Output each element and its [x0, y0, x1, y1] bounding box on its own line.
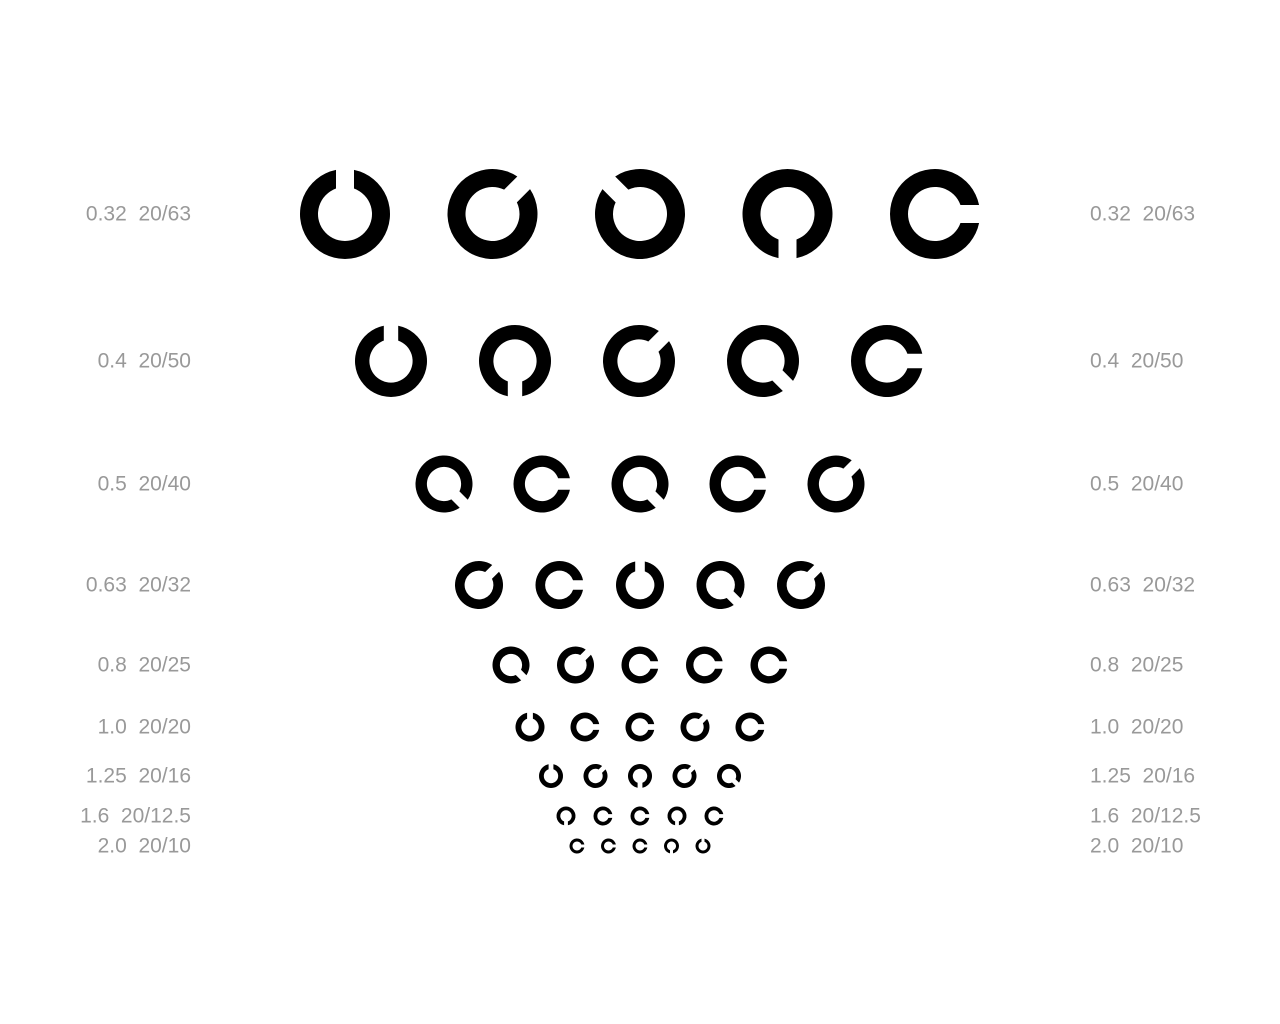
optotype-row — [492, 646, 788, 684]
landolt-c-optotype — [535, 561, 584, 609]
landolt-c-optotype — [447, 169, 538, 259]
landolt-c-optotype — [667, 806, 687, 826]
landolt-c-optotype — [415, 455, 473, 513]
landolt-c-optotype — [695, 838, 711, 854]
landolt-c-optotype — [685, 646, 723, 684]
landolt-c-optotype — [515, 712, 545, 742]
acuity-label-right: 1.6 20/12.5 — [1090, 804, 1201, 828]
optotype-row — [515, 712, 765, 742]
acuity-label-right: 0.63 20/32 — [1090, 573, 1196, 597]
acuity-label-left: 1.0 20/20 — [97, 715, 191, 739]
landolt-c-optotype — [621, 646, 659, 684]
acuity-label-right: 0.5 20/40 — [1090, 472, 1184, 496]
acuity-label-right: 0.4 20/50 — [1090, 349, 1184, 373]
optotype-row — [569, 838, 711, 854]
landolt-c-optotype — [355, 325, 427, 397]
landolt-c-optotype — [890, 169, 980, 259]
optotype-row — [539, 764, 741, 788]
landolt-c-optotype — [593, 806, 613, 826]
landolt-c-optotype — [625, 712, 655, 742]
landolt-c-optotype — [300, 169, 390, 259]
landolt-c-optotype — [709, 455, 766, 513]
acuity-label-left: 1.25 20/16 — [85, 764, 191, 788]
landolt-c-optotype — [735, 712, 765, 742]
optotype-row — [355, 325, 923, 397]
landolt-c-optotype — [750, 646, 788, 684]
acuity-label-left: 0.32 20/63 — [85, 202, 191, 226]
landolt-c-optotype — [727, 325, 799, 397]
landolt-c-optotype — [583, 764, 608, 788]
landolt-c-optotype — [455, 561, 503, 609]
landolt-c-optotype — [680, 712, 710, 742]
acuity-label-left: 0.5 20/40 — [97, 472, 191, 496]
landolt-c-optotype — [704, 806, 724, 826]
landolt-c-optotype — [611, 455, 669, 513]
landolt-c-optotype — [632, 838, 648, 854]
optotype-row — [455, 561, 825, 609]
landolt-c-optotype — [717, 764, 741, 788]
landolt-c-optotype — [696, 561, 745, 609]
landolt-c-optotype — [569, 838, 585, 854]
landolt-c-optotype — [807, 455, 865, 513]
landolt-c-optotype — [777, 561, 825, 609]
acuity-label-left: 2.0 20/10 — [97, 834, 191, 858]
landolt-c-optotype — [513, 455, 570, 513]
acuity-label-left: 0.63 20/32 — [85, 573, 191, 597]
acuity-label-right: 0.8 20/25 — [1090, 653, 1184, 677]
acuity-label-left: 1.6 20/12.5 — [80, 804, 191, 828]
landolt-c-optotype — [851, 325, 923, 397]
optotype-row — [300, 169, 980, 259]
acuity-label-left: 0.8 20/25 — [97, 653, 191, 677]
landolt-c-optotype — [603, 325, 675, 397]
landolt-c-optotype — [616, 561, 664, 609]
landolt-c-optotype — [742, 169, 833, 259]
landolt-c-optotype — [539, 764, 563, 788]
landolt-c-optotype — [557, 646, 594, 684]
landolt-c-optotype — [664, 838, 679, 854]
optotype-row — [556, 806, 724, 826]
landolt-c-optotype — [630, 806, 650, 826]
acuity-label-right: 1.25 20/16 — [1090, 764, 1196, 788]
acuity-label-right: 1.0 20/20 — [1090, 715, 1184, 739]
landolt-c-optotype — [595, 169, 685, 259]
optotype-row — [415, 455, 865, 513]
acuity-label-left: 0.4 20/50 — [97, 349, 191, 373]
landolt-c-optotype — [570, 712, 600, 742]
landolt-c-optotype — [672, 764, 697, 788]
landolt-c-optotype — [628, 764, 652, 788]
landolt-c-optotype — [492, 646, 530, 684]
landolt-c-optotype — [556, 806, 576, 826]
landolt-c-optotype — [479, 325, 551, 397]
acuity-label-right: 2.0 20/10 — [1090, 834, 1184, 858]
acuity-label-right: 0.32 20/63 — [1090, 202, 1196, 226]
landolt-c-optotype — [600, 838, 616, 854]
